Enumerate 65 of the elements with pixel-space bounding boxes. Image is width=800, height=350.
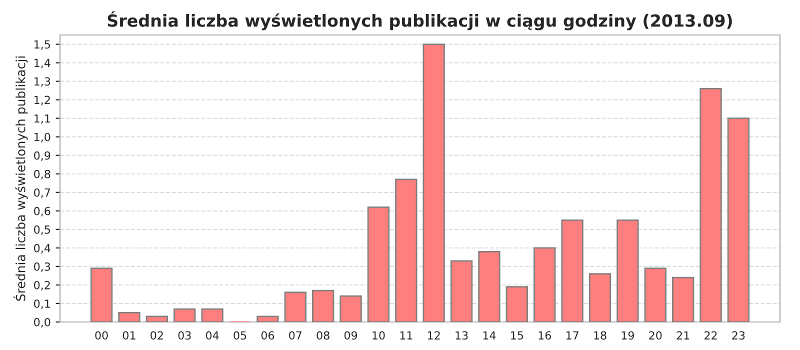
x-tick-label: 05 [234, 331, 246, 340]
bar [506, 286, 528, 322]
y-tick-label: 0,7 [34, 188, 50, 198]
bar [312, 290, 334, 322]
y-tick-label: 0,1 [34, 299, 50, 309]
x-tick-label: 00 [95, 331, 108, 340]
x-tick-label: 12 [428, 331, 440, 340]
bar [534, 247, 556, 322]
x-tick-label: 07 [289, 331, 302, 340]
bar [118, 312, 140, 322]
bar [644, 268, 666, 322]
bar [340, 295, 362, 322]
bar [201, 308, 224, 322]
bar [367, 206, 390, 322]
x-tick-label: 18 [594, 331, 606, 340]
x-tick-label: 15 [511, 331, 524, 340]
bar [90, 268, 113, 322]
y-tick-label: 0,5 [34, 225, 50, 235]
y-tick-label: 1,1 [34, 114, 50, 124]
bar [174, 308, 196, 322]
bar [478, 250, 500, 322]
x-tick-label: 04 [206, 331, 219, 340]
x-tick-label: 20 [649, 331, 662, 340]
x-tick-label: 16 [538, 331, 551, 340]
y-tick-label: 0,8 [34, 170, 50, 180]
x-tick-label: 13 [456, 331, 468, 340]
bar [672, 276, 694, 322]
x-tick-label: 14 [483, 331, 496, 340]
bar [727, 118, 750, 322]
y-tick-label: 1,4 [34, 58, 50, 68]
y-tick-label: 0,0 [34, 318, 50, 328]
x-tick-label: 09 [344, 331, 358, 340]
x-tick-label: 19 [622, 331, 634, 340]
bar [284, 292, 306, 322]
x-tick-label: 10 [372, 331, 385, 340]
y-tick-label: 0,4 [34, 244, 50, 254]
y-tick-label: 1,5 [34, 40, 50, 50]
y-tick-label: 0,9 [34, 151, 50, 161]
y-tick-label: 1,0 [34, 132, 50, 142]
y-axis-title: Średnia liczba wyświetlonych publikacji [14, 56, 28, 301]
bar [422, 44, 445, 322]
x-tick-label: 02 [150, 331, 163, 340]
bar [146, 316, 168, 322]
x-tick-label: 23 [732, 331, 745, 340]
y-tick-label: 0,3 [34, 262, 50, 272]
y-tick-label: 0,2 [34, 280, 50, 290]
bar [616, 219, 639, 322]
bar [450, 260, 473, 322]
x-tick-label: 01 [122, 331, 136, 340]
bar [700, 88, 722, 322]
x-tick-label: 11 [400, 331, 412, 340]
bar [561, 219, 584, 322]
bar [395, 178, 418, 322]
y-tick-label: 1,2 [34, 96, 50, 106]
bar [256, 316, 279, 322]
y-tick-label: 0,6 [34, 206, 50, 216]
x-tick-label: 17 [566, 331, 578, 340]
x-tick-label: 06 [261, 331, 274, 340]
y-tick-label: 1,3 [34, 77, 50, 87]
x-tick-label: 21 [676, 331, 690, 340]
chart-title: Średnia liczba wyświetlonych publikacji w ciągu godziny (2013.09) [108, 11, 732, 30]
x-tick-label: 22 [704, 331, 717, 340]
bar [588, 273, 612, 322]
x-tick-label: 03 [178, 331, 191, 340]
x-tick-label: 08 [316, 331, 330, 340]
